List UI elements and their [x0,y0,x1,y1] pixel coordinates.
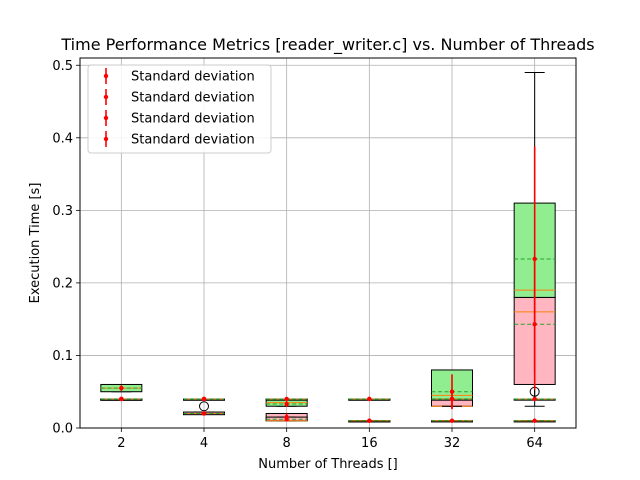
legend-item: Standard deviation [103,89,255,106]
x-tick-label: 32 [444,436,461,451]
flier-point [199,401,209,412]
errorbar-mean-marker [532,256,537,262]
errorbar-4-series-4 [201,396,207,402]
errorbar-mean-marker [201,411,207,416]
legend-label: Standard deviation [131,70,255,85]
legend-marker-icon [103,94,109,100]
x-tick-label: 8 [283,436,291,451]
y-tick-label: 0.5 [52,59,73,74]
x-tick-label: 64 [526,436,543,451]
y-tick-label: 0.3 [52,204,73,219]
errorbar-32-series-3 [449,418,455,423]
errorbar-mean-marker [367,396,372,402]
legend-label: Standard deviation [131,91,255,106]
errorbar-mean-marker [532,418,537,423]
plot-frame [79,57,577,429]
errorbar-64-series-2 [532,146,537,372]
errorbar-mean-marker [284,401,289,407]
errorbar-mean-marker [449,396,455,402]
legend: Standard deviation Standard deviation Stan… [87,64,272,154]
errorbar-mean-marker [119,385,124,391]
errorbar-8-series-4 [284,396,289,402]
legend-marker-icon [103,115,109,121]
legend-label: Standard deviation [131,133,255,148]
x-tick-label: 16 [361,436,378,451]
y-axis: 0.0 0.1 0.2 0.3 0.4 0.5 [52,59,80,437]
errorbar-8-series-3 [284,417,289,422]
legend-item: Standard deviation [103,110,255,127]
legend-label: Standard deviation [131,112,255,127]
y-tick-label: 0.1 [52,349,73,364]
x-axis: 2 4 8 16 32 64 [117,428,543,451]
errorbar-16-series-3 [367,418,372,423]
errorbar-16-series-4 [367,396,372,402]
errorbar-mean-marker [449,389,455,394]
y-tick-label: 0.4 [52,131,73,146]
errorbar-mean-marker [284,396,289,402]
errorbar-mean-marker [201,396,207,402]
x-tick-label: 4 [200,436,208,451]
errorbar-2-series-2 [119,385,124,391]
errorbar-mean-marker [367,418,372,423]
legend-box [87,64,272,154]
legend-marker-icon [103,136,109,142]
errorbar-mean-marker [119,396,124,402]
y-tick-label: 0.2 [52,276,73,291]
errorbar-32-series-2 [449,374,455,410]
legend-item: Standard deviation [103,68,255,85]
y-tick-label: 0.0 [52,422,73,437]
y-axis-label: Execution Time [s] [28,183,43,304]
errorbar-mean-marker [532,396,537,402]
errorbar-64-series-4 [532,396,537,402]
errorbar-2-series-4 [119,396,124,402]
errorbar-4-series-3 [201,411,207,416]
errorbar-8-series-2 [284,401,289,407]
x-axis-label: Number of Threads [] [258,457,398,472]
errorbar-mean-marker [449,418,455,423]
chart-title: Time Performance Metrics [reader_writer.… [60,35,594,55]
standard-deviation-errorbars [119,146,537,423]
legend-item: Standard deviation [103,131,255,148]
errorbar-mean-marker [284,417,289,422]
x-tick-label: 2 [117,436,125,451]
legend-marker-icon [103,73,109,79]
errorbar-64-series-3 [532,418,537,423]
errorbar-32-series-4 [449,396,455,402]
